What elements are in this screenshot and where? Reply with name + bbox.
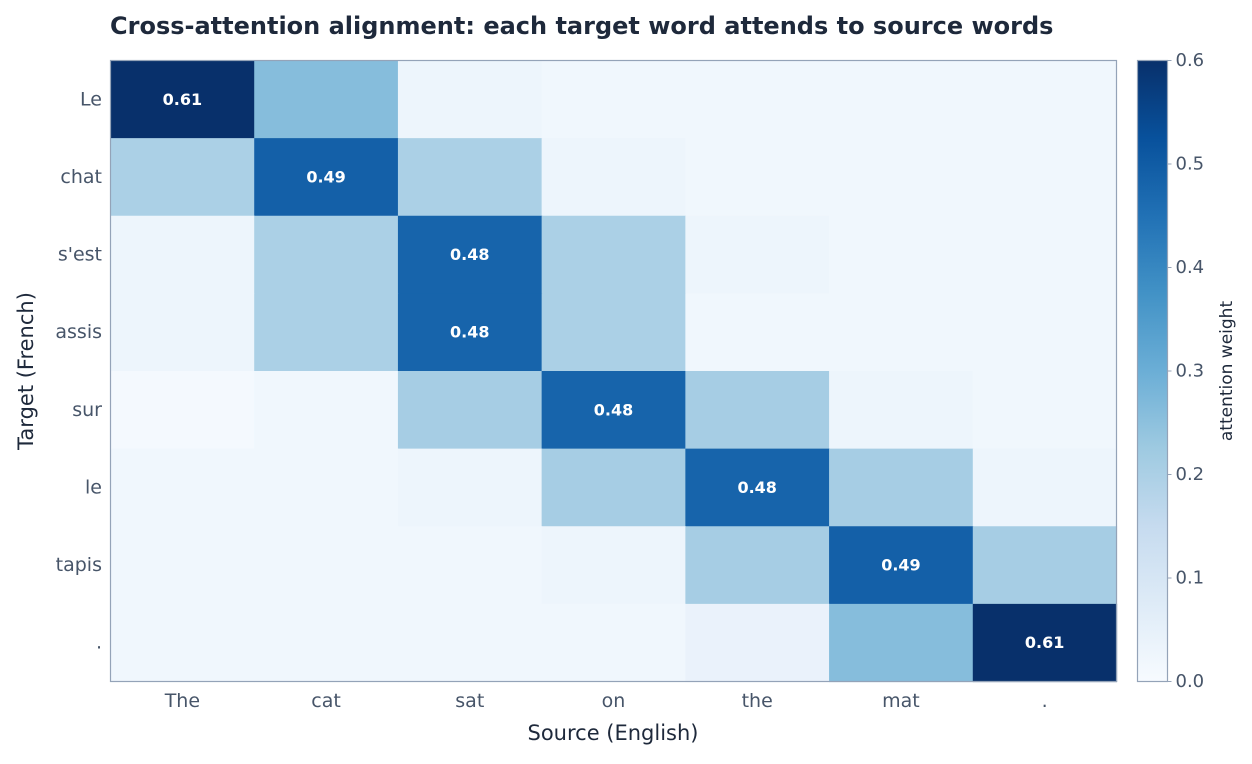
heatmap-cell [541, 448, 686, 527]
colorbar-title: attention weight [1217, 301, 1237, 442]
heatmap-cell [397, 215, 543, 294]
heatmap-cell [254, 603, 399, 683]
heatmap-cell [685, 371, 830, 450]
heatmap-cell [829, 371, 974, 450]
heatmap-cell [972, 371, 1118, 450]
cell-value-label: 0.48 [450, 323, 489, 342]
colorbar-tick-label: 0.3 [1176, 361, 1205, 382]
heatmap-cell [110, 603, 255, 683]
heatmap-cell [829, 293, 974, 372]
heatmap-cell [254, 526, 399, 605]
plot-frame [109, 59, 1118, 683]
heatmap-cell [254, 60, 399, 139]
y-tick-label: sur [72, 399, 102, 421]
heatmap-cell [685, 293, 830, 372]
heatmap-cell [541, 371, 686, 450]
heatmap-cell [685, 60, 830, 139]
heatmap-cell [685, 448, 830, 527]
y-tick-label: Le [80, 88, 102, 110]
heatmap-cell [541, 526, 686, 605]
cell-value-label: 0.48 [450, 245, 489, 264]
heatmap-cell-labels: 0.61 0.49 0.48 0.48 0.48 0.48 0.49 0.61 [163, 90, 1065, 652]
heatmap-cell [110, 60, 255, 139]
x-tick-labels: The cat sat on the mat. [164, 690, 1048, 712]
colorbar-tick-label: 0.2 [1176, 464, 1205, 485]
heatmap-cell [972, 138, 1118, 217]
heatmap-cell [397, 371, 543, 450]
heatmap-cell [110, 293, 255, 372]
heatmap-cell [685, 138, 830, 217]
heatmap-cell [541, 215, 686, 294]
heatmap-cell [397, 293, 543, 372]
heatmap-cell [685, 526, 830, 605]
heatmap-cell [254, 293, 399, 372]
heatmap-cell [254, 138, 399, 217]
chart-title: Cross-attention alignment: each target w… [110, 12, 1053, 40]
colorbar-tick-label: 0.6 [1176, 50, 1205, 71]
colorbar-tick-label: 0.1 [1176, 568, 1205, 589]
x-tick-label: the [742, 690, 773, 712]
colorbar-ticks: 0.0 0.1 0.2 0.3 0.4 0.5 0.6 [1167, 50, 1205, 692]
heatmap-cell [397, 60, 543, 139]
heatmap-cell [685, 603, 830, 683]
colorbar-tick-label: 0.5 [1176, 154, 1205, 175]
heatmap-cell [972, 60, 1118, 139]
colorbar [1136, 59, 1169, 683]
x-tick-label: mat [882, 690, 920, 712]
y-tick-labels: Le chat s'est assis sur le tapis. [55, 88, 102, 653]
heatmap-cell [685, 215, 830, 294]
heatmap-cell [110, 526, 255, 605]
heatmap-cell [397, 526, 543, 605]
x-tick-label: cat [311, 690, 341, 712]
cell-value-label: 0.61 [163, 90, 202, 109]
heatmap-cell [972, 293, 1118, 372]
heatmap-cell [829, 60, 974, 139]
heatmap-cell [972, 526, 1118, 605]
heatmap-cell [110, 215, 255, 294]
heatmap-cell [541, 603, 686, 683]
heatmap-cell [110, 371, 255, 450]
y-tick-label: chat [60, 166, 102, 188]
heatmap-cell [829, 603, 974, 683]
x-tick-label: . [1042, 690, 1048, 712]
y-tick-label: . [96, 632, 102, 654]
heatmap-cell [972, 215, 1118, 294]
heatmap-cell [829, 448, 974, 527]
cell-value-label: 0.48 [594, 400, 633, 419]
heatmap-cell [541, 60, 686, 139]
x-tick-label: on [602, 690, 626, 712]
heatmap-cell [397, 448, 543, 527]
heatmap-cells [110, 60, 1118, 683]
y-tick-label: le [85, 476, 102, 498]
heatmap-cell [397, 603, 543, 683]
y-axis-title: Target (French) [14, 292, 38, 451]
colorbar-tick-label: 0.4 [1176, 257, 1205, 278]
cell-value-label: 0.49 [306, 167, 345, 186]
heatmap-cell [110, 448, 255, 527]
heatmap-cell [829, 215, 974, 294]
y-tick-label: s'est [58, 244, 102, 266]
cell-value-label: 0.48 [737, 478, 776, 497]
heatmap-cell [254, 371, 399, 450]
cell-value-label: 0.61 [1025, 633, 1064, 652]
heatmap-cell [829, 526, 974, 605]
heatmap-cell [254, 215, 399, 294]
heatmap-cell [541, 293, 686, 372]
cell-value-label: 0.49 [881, 556, 920, 575]
heatmap-cell [972, 603, 1118, 683]
colorbar-tick-label: 0.0 [1176, 671, 1205, 692]
x-tick-label: sat [455, 690, 484, 712]
heatmap-cell [972, 448, 1118, 527]
heatmap-cell [397, 138, 543, 217]
x-tick-label: The [164, 690, 200, 712]
y-tick-label: tapis [56, 554, 102, 576]
y-tick-label: assis [55, 321, 102, 343]
heatmap-cell [110, 138, 255, 217]
heatmap-cell [254, 448, 399, 527]
heatmap-cell [829, 138, 974, 217]
x-axis-title: Source (English) [527, 721, 698, 745]
heatmap-cell [541, 138, 686, 217]
